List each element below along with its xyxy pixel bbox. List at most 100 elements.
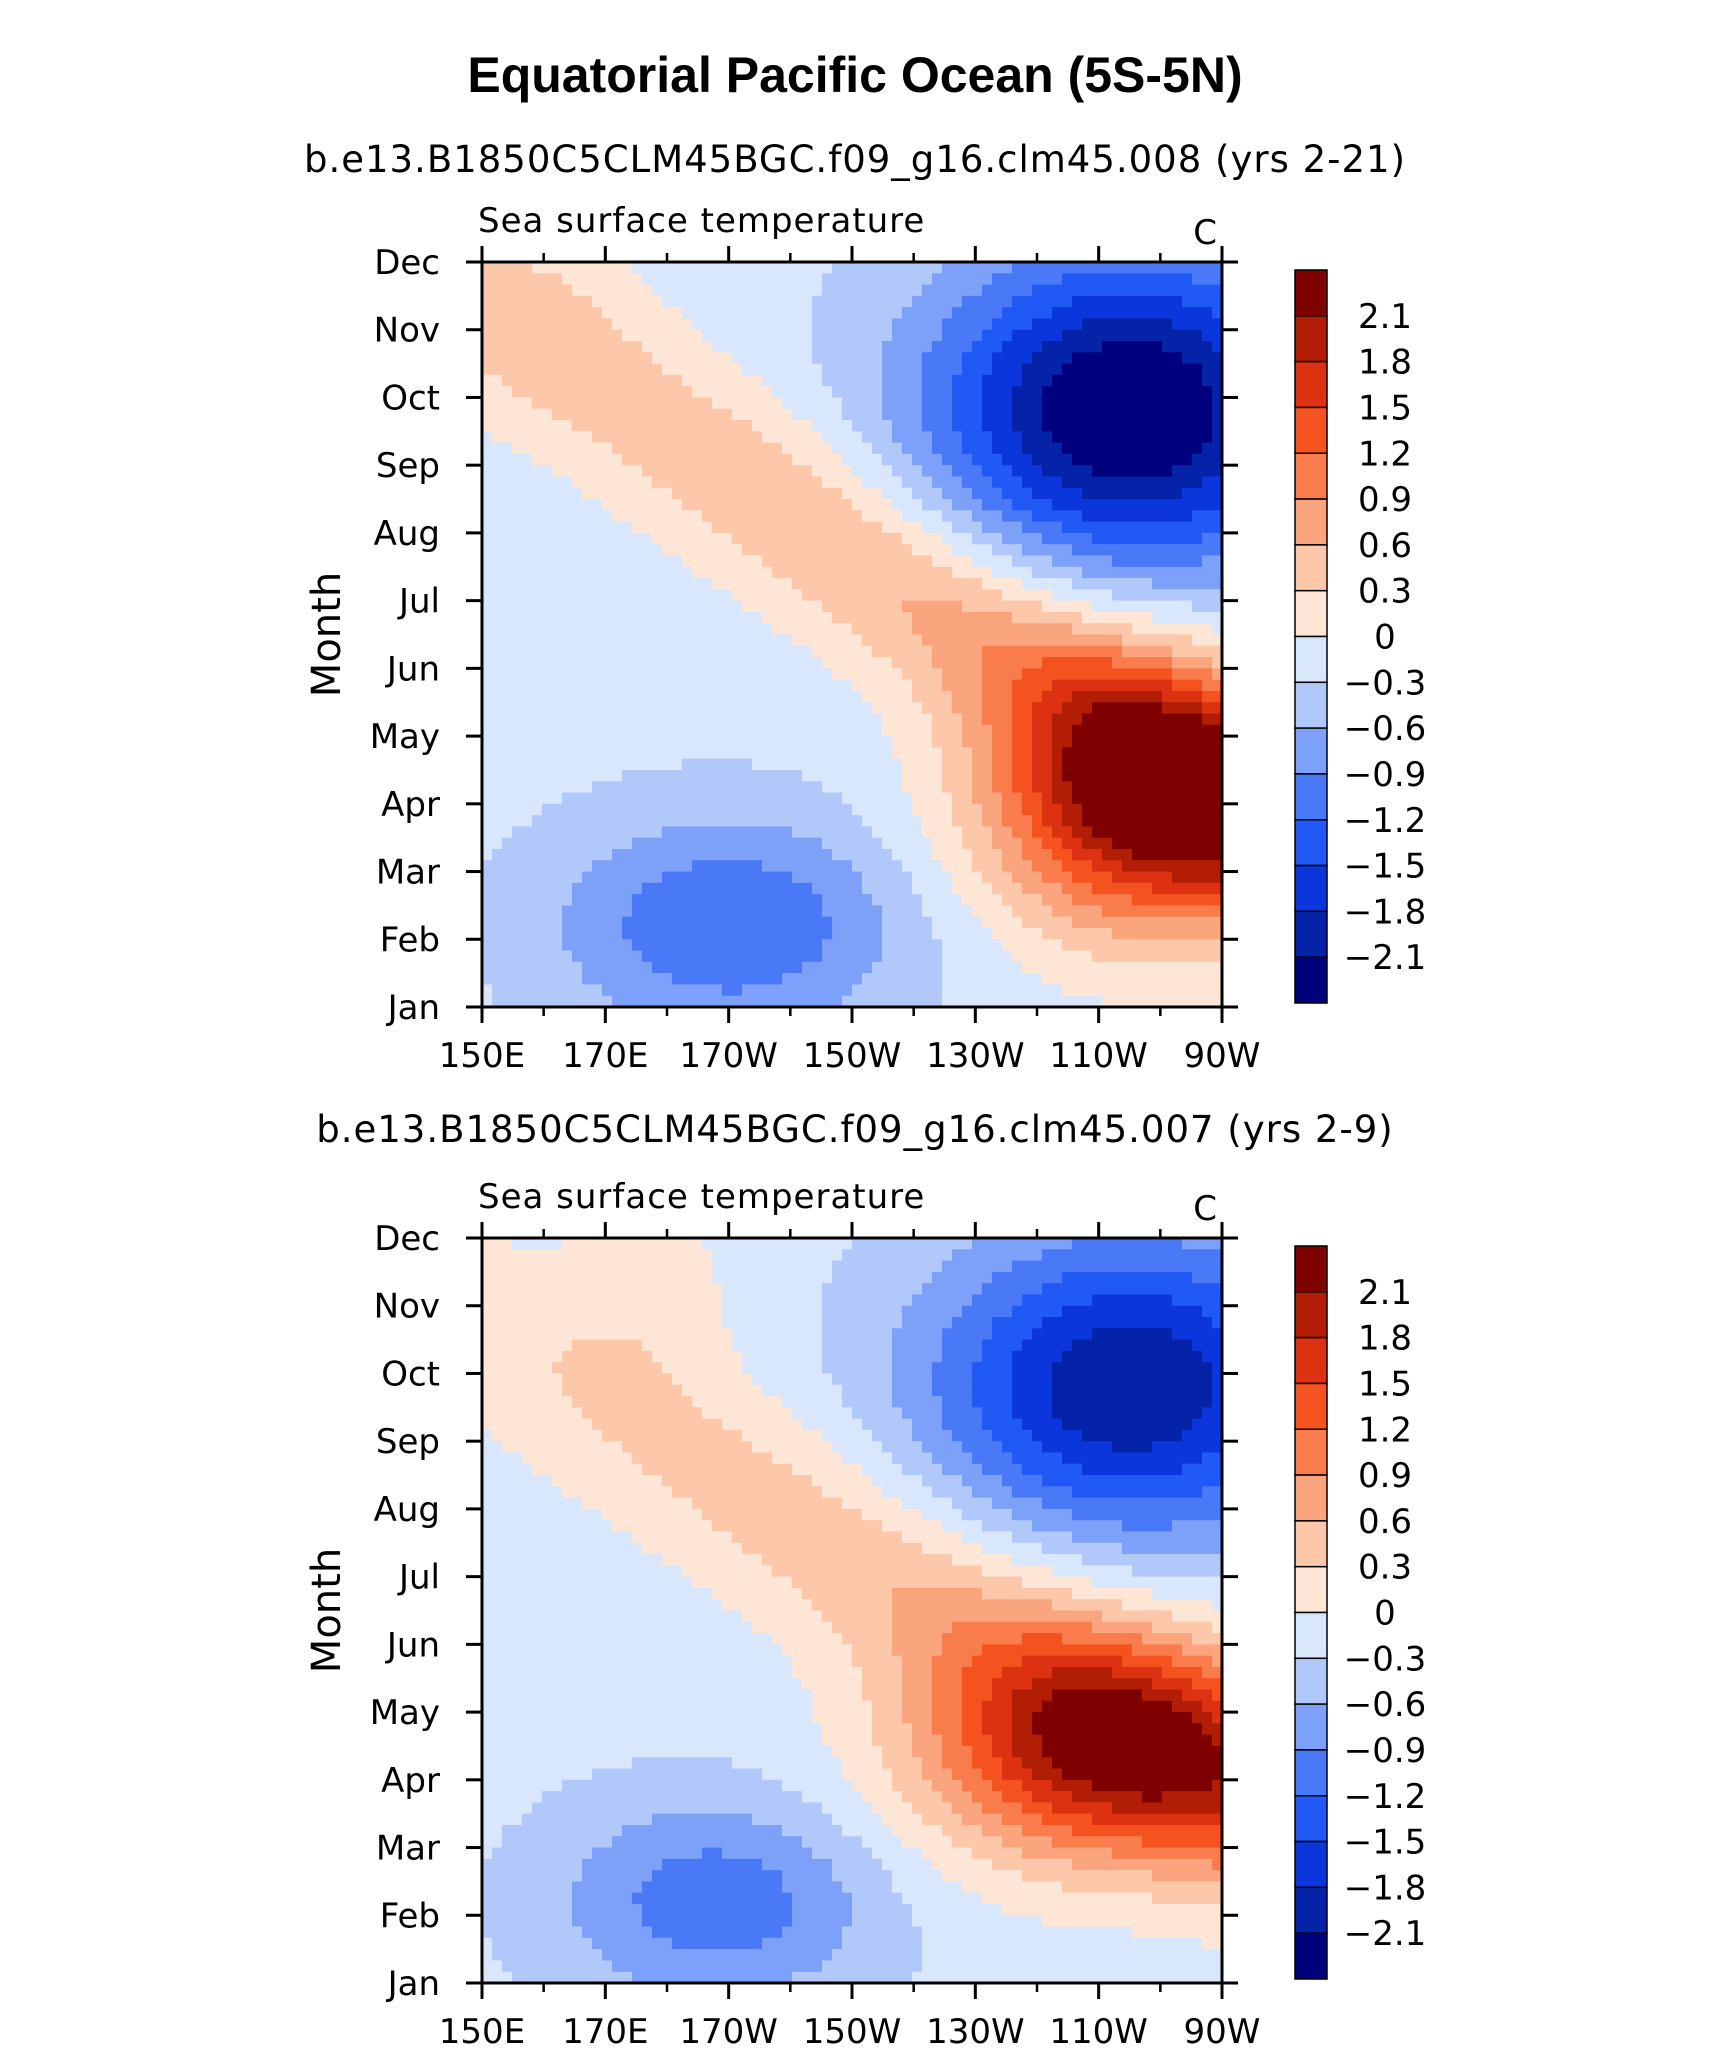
contour-cell	[692, 386, 703, 399]
contour-cell	[902, 848, 913, 861]
contour-cell	[762, 408, 773, 421]
contour-cell	[882, 657, 893, 669]
contour-cell	[982, 363, 993, 376]
contour-cell	[632, 363, 643, 376]
contour-cell	[642, 995, 653, 1008]
contour-cell	[972, 905, 983, 918]
contour-cell	[592, 600, 603, 613]
contour-cell	[562, 453, 573, 466]
contour-cell	[722, 589, 733, 602]
contour-cell	[572, 736, 583, 748]
contour-cell	[1112, 837, 1123, 850]
contour-cell	[1112, 973, 1123, 986]
contour-cell	[922, 871, 933, 884]
contour-cell	[612, 521, 623, 534]
contour-cell	[1082, 510, 1093, 523]
contour-cell	[692, 374, 703, 387]
contour-cell	[652, 758, 663, 771]
contour-cell	[562, 645, 573, 658]
contour-cell	[672, 363, 683, 376]
contour-cell	[942, 634, 953, 647]
contour-cell	[552, 578, 563, 590]
contour-cell	[762, 578, 773, 590]
contour-cell	[1112, 499, 1123, 511]
contour-cell	[482, 803, 493, 816]
contour-cell	[952, 995, 963, 1008]
contour-cell	[672, 871, 683, 884]
contour-cell	[632, 611, 643, 624]
contour-cell	[982, 950, 993, 963]
contour-cell	[552, 848, 563, 861]
contour-cell	[572, 566, 583, 579]
contour-cell	[512, 860, 523, 873]
contour-cell	[1002, 521, 1013, 534]
contour-cell	[882, 329, 893, 342]
contour-cell	[922, 973, 933, 986]
contour-cell	[762, 657, 773, 669]
contour-cell	[1072, 487, 1083, 500]
contour-cell	[872, 544, 883, 557]
contour-cell	[932, 284, 943, 297]
contour-cell	[532, 837, 543, 850]
contour-cell	[592, 950, 603, 963]
contour-cell	[932, 442, 943, 455]
contour-cell	[812, 262, 823, 274]
contour-cell	[992, 657, 1003, 669]
contour-cell	[942, 781, 953, 794]
contour-cell	[1072, 420, 1083, 432]
contour-cell	[692, 769, 703, 782]
contour-cell	[872, 521, 883, 534]
contour-cell	[492, 724, 503, 737]
contour-cell	[812, 769, 823, 782]
contour-cell	[542, 453, 553, 466]
contour-cell	[782, 431, 793, 444]
contour-cell	[762, 848, 773, 861]
contour-cell	[1072, 747, 1083, 760]
contour-cell	[972, 848, 983, 861]
contour-cell	[902, 961, 913, 974]
contour-cell	[722, 702, 733, 715]
contour-cell	[892, 939, 903, 952]
contour-cell	[562, 600, 573, 613]
contour-cell	[772, 803, 783, 816]
contour-cell	[762, 374, 773, 387]
contour-cell	[572, 939, 583, 952]
contour-cell	[692, 487, 703, 500]
contour-cell	[762, 927, 773, 940]
contour-cell	[812, 284, 823, 297]
contour-cell	[722, 408, 733, 421]
contour-cell	[1022, 521, 1033, 534]
contour-cell	[932, 837, 943, 850]
contour-cell	[702, 476, 713, 489]
contour-cell	[702, 499, 713, 511]
contour-cell	[502, 510, 513, 523]
contour-cell	[602, 397, 613, 410]
contour-cell	[962, 657, 973, 669]
contour-cell	[742, 713, 753, 726]
contour-cell	[902, 420, 913, 432]
contour-cell	[892, 262, 903, 274]
contour-cell	[552, 860, 563, 873]
contour-cell	[1082, 634, 1093, 647]
contour-cell	[782, 499, 793, 511]
contour-cell	[532, 690, 543, 703]
contour-cell	[1092, 690, 1103, 703]
contour-cell	[1032, 453, 1043, 466]
contour-cell	[662, 815, 673, 827]
contour-cell	[542, 273, 553, 286]
contour-cell	[1022, 544, 1033, 557]
contour-cell	[592, 273, 603, 286]
contour-cell	[1072, 544, 1083, 557]
contour-cell	[892, 848, 903, 861]
contour-cell	[752, 781, 763, 794]
contour-cell	[782, 950, 793, 963]
contour-cell	[892, 792, 903, 805]
contour-cell	[732, 736, 743, 748]
contour-cell	[702, 363, 713, 376]
contour-cell	[752, 386, 763, 399]
contour-cell	[1022, 905, 1033, 918]
contour-cell	[792, 690, 803, 703]
contour-cell	[782, 352, 793, 365]
contour-cell	[1062, 713, 1073, 726]
contour-cell	[622, 939, 633, 952]
